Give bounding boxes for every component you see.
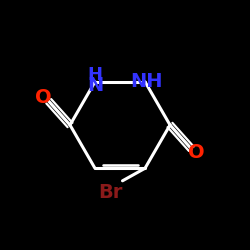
Text: N: N	[87, 76, 103, 95]
Text: O: O	[35, 88, 51, 107]
Text: O: O	[188, 143, 205, 162]
Text: H: H	[88, 66, 102, 84]
Text: NH: NH	[130, 72, 162, 91]
Text: Br: Br	[98, 182, 122, 202]
